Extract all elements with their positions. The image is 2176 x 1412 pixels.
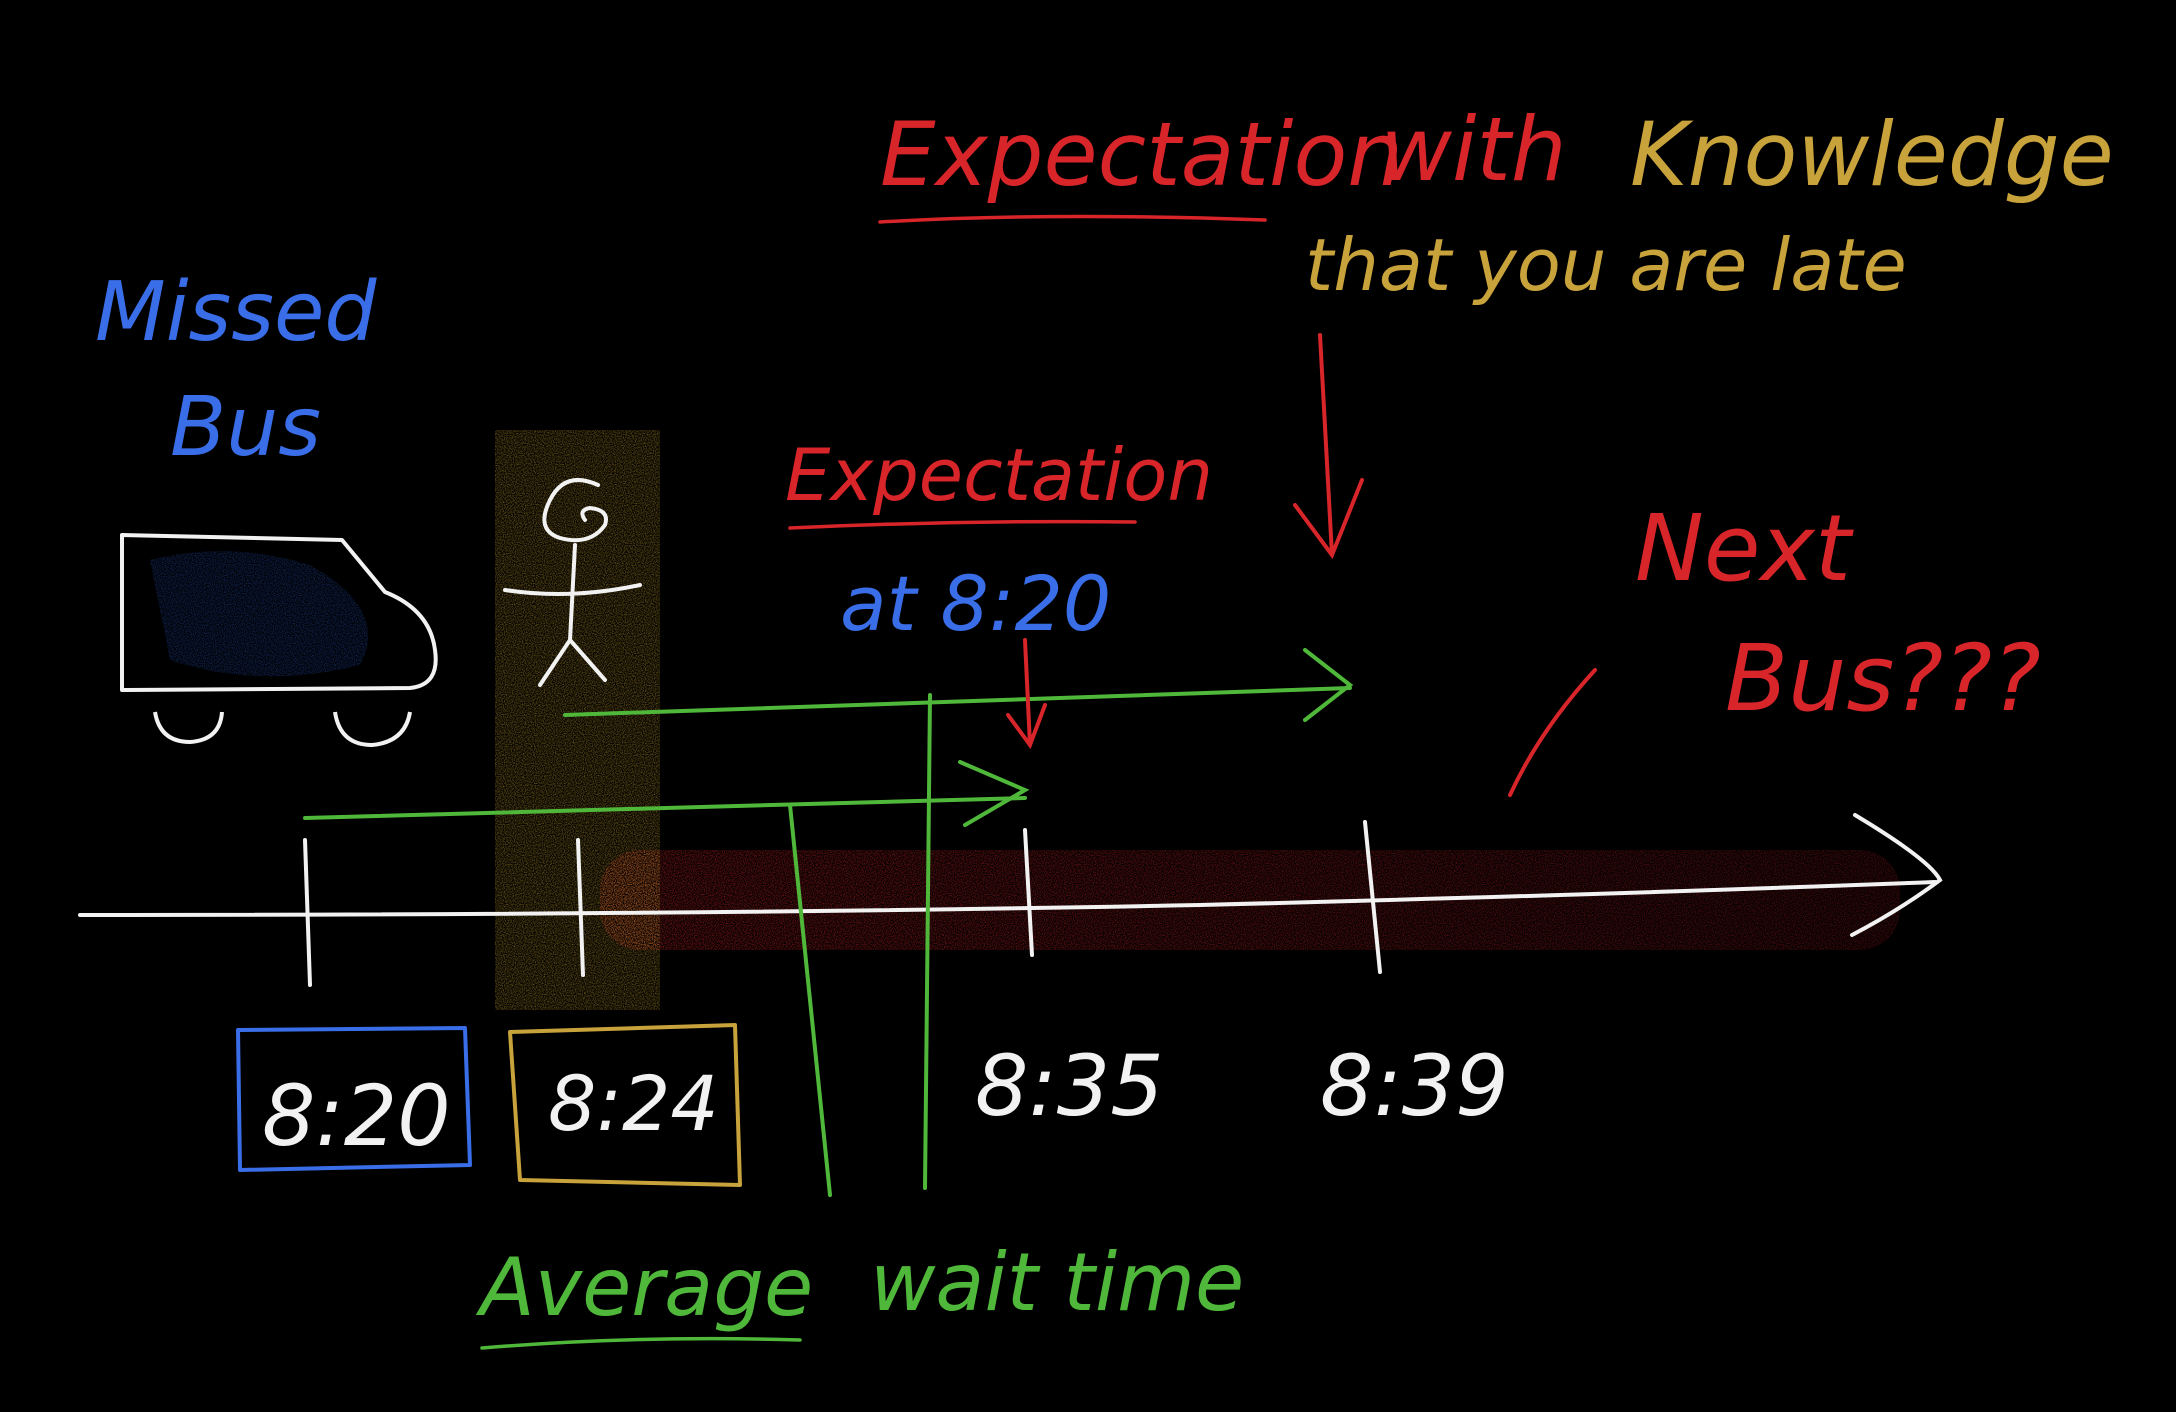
next-bus-slash	[1508, 668, 1597, 797]
expectation-arrowhead	[958, 760, 1030, 827]
missed-label: Missed	[95, 265, 377, 360]
box-820	[236, 1026, 472, 1172]
late-expectation-arrow	[563, 686, 1352, 717]
expectation-arrow	[303, 796, 1027, 820]
knowledge-heading-with: with	[1380, 98, 1567, 201]
expectation-time: at 8:20	[840, 559, 1111, 648]
tick-label-835: 8:35	[975, 1037, 1164, 1135]
tick-835	[1023, 828, 1034, 957]
tick-820	[303, 838, 312, 987]
tick-label-839: 8:39	[1320, 1037, 1509, 1135]
bus-label: Bus	[170, 380, 321, 475]
knowledge-heading-expectation: Expectation	[880, 103, 1403, 206]
late-subheading: that you are late	[1305, 223, 1907, 307]
knowledge-pointer	[1318, 333, 1334, 557]
tick-839	[1363, 820, 1382, 974]
wait-arrows	[303, 648, 1354, 1197]
average-label: Average	[475, 1241, 813, 1334]
bus-icon	[120, 533, 438, 748]
knowledge-heading-knowledge: Knowledge	[1630, 103, 2114, 206]
arrival-highlight	[495, 430, 660, 1010]
pointer-arrows	[1006, 333, 1597, 797]
next-bus-label: Bus???	[1725, 625, 2041, 732]
timeline-arrowhead	[1850, 813, 1943, 937]
tick-label-820: 8:20	[262, 1067, 451, 1165]
average-bar-1	[788, 803, 832, 1197]
late-expectation-arrowhead	[1303, 648, 1354, 722]
expectation-pointer	[1023, 638, 1032, 747]
wait-time-label: wait time	[870, 1236, 1244, 1329]
timeline-axis	[78, 880, 1937, 917]
underlines	[480, 214, 1267, 1350]
next-label: Next	[1635, 495, 1854, 602]
box-824	[508, 1023, 742, 1187]
expectation-heading: Expectation	[785, 433, 1213, 517]
time-boxes	[236, 1023, 742, 1187]
stick-figure-icon	[503, 478, 642, 687]
tick-label-824: 8:24	[548, 1059, 719, 1148]
next-bus-haze	[600, 850, 1900, 950]
timeline	[78, 813, 1943, 987]
tick-824	[576, 838, 585, 977]
average-bar-2	[923, 693, 932, 1190]
